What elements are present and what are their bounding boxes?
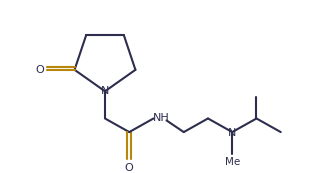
Text: O: O [125,163,133,173]
Text: NH: NH [153,112,170,122]
Text: O: O [35,65,44,75]
Text: N: N [101,86,109,96]
Text: N: N [228,128,237,138]
Text: Me: Me [225,157,240,167]
